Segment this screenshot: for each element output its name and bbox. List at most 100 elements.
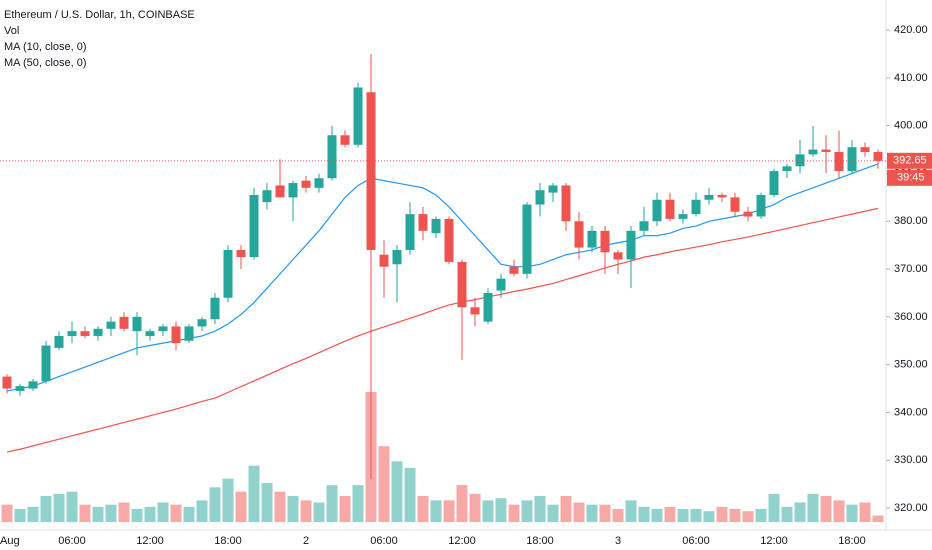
volume-bar xyxy=(157,502,169,522)
countdown-label: 39:45 xyxy=(897,172,925,184)
volume-bar xyxy=(170,504,182,522)
volume-bar xyxy=(456,485,468,522)
last-price-box xyxy=(887,152,932,169)
volume-bar xyxy=(807,493,819,522)
x-tick-label: 18:00 xyxy=(526,535,554,547)
volume-bar xyxy=(417,496,429,522)
volume-bar xyxy=(625,500,637,522)
volume-bar xyxy=(248,465,260,522)
candle-body xyxy=(860,147,870,152)
candle-body xyxy=(418,214,428,231)
candle-body xyxy=(834,151,844,172)
volume-bar xyxy=(92,506,104,522)
volume-bar xyxy=(573,502,585,522)
x-tick-label: 06:00 xyxy=(682,535,710,547)
volume-bar xyxy=(703,511,715,522)
countdown-box xyxy=(887,169,932,186)
candle-body xyxy=(184,326,194,341)
x-tick-label: 06:00 xyxy=(58,535,86,547)
candle-body xyxy=(613,252,623,260)
candle-body xyxy=(171,326,181,344)
candle-body xyxy=(41,345,51,382)
y-tick-label: 370.00 xyxy=(894,263,928,275)
candle-body xyxy=(782,166,792,172)
volume-bar xyxy=(794,502,806,522)
volume-bar xyxy=(833,500,845,522)
y-tick-label: 330.00 xyxy=(894,454,928,466)
y-tick-label: 380.00 xyxy=(894,215,928,227)
volume-bar xyxy=(131,509,143,522)
volume-bar xyxy=(261,483,273,522)
volume-bar xyxy=(690,509,702,522)
volume-bar xyxy=(534,496,546,522)
volume-bar xyxy=(53,493,65,522)
volume-bar xyxy=(755,509,767,522)
candle-body xyxy=(132,316,142,332)
volume-bar xyxy=(508,504,520,522)
volume-bar xyxy=(560,496,572,522)
candle-body xyxy=(795,154,805,167)
x-tick-label: 3 xyxy=(615,535,621,547)
volume-bar xyxy=(1,504,13,522)
candle-body xyxy=(678,214,688,219)
candle-body xyxy=(405,214,415,250)
volume-bar xyxy=(235,491,247,522)
candle-body xyxy=(275,185,285,198)
volume-bar xyxy=(326,485,338,522)
volume-bar xyxy=(482,500,494,522)
candle-body xyxy=(457,261,467,308)
legend-volume: Vol xyxy=(4,25,19,37)
candle-body xyxy=(743,211,753,217)
volume-bar xyxy=(547,504,559,522)
candle-body xyxy=(301,180,311,188)
candle-body xyxy=(756,194,766,217)
candle-body xyxy=(249,194,259,258)
y-tick-label: 350.00 xyxy=(894,359,928,371)
volume-bar xyxy=(664,506,676,522)
volume-bar xyxy=(404,467,416,522)
candle-body xyxy=(54,335,64,348)
candle-body xyxy=(639,221,649,231)
candle-body xyxy=(145,331,155,336)
volume-bar xyxy=(222,478,234,522)
volume-bar xyxy=(716,506,728,522)
candle-body xyxy=(873,151,883,161)
candle-body xyxy=(587,230,597,248)
volume-bar xyxy=(729,509,741,522)
candle-body xyxy=(561,185,571,222)
volume-bar xyxy=(144,506,156,522)
volume-bar xyxy=(105,504,117,522)
candle-body xyxy=(366,92,376,250)
volume-bar xyxy=(313,502,325,522)
candle-body xyxy=(327,135,337,179)
x-tick-label: 2 xyxy=(303,535,309,547)
candle-body xyxy=(314,178,324,188)
candle-body xyxy=(444,218,454,262)
candle-body xyxy=(119,316,129,329)
candle-body xyxy=(431,218,441,234)
y-tick-label: 340.00 xyxy=(894,406,928,418)
volume-bar xyxy=(391,461,403,522)
x-tick-label: 06:00 xyxy=(370,535,398,547)
candle-body xyxy=(15,386,25,391)
volume-bar xyxy=(209,487,221,522)
candle-body xyxy=(769,171,779,195)
candle-body xyxy=(665,199,675,219)
volume-bar xyxy=(274,491,286,522)
volume-bar xyxy=(781,506,793,522)
candle-body xyxy=(535,190,545,205)
volume-bar xyxy=(339,496,351,522)
volume-bar xyxy=(638,506,650,522)
candle-body xyxy=(288,183,298,198)
candle-body xyxy=(106,321,116,329)
x-tick-label: Aug xyxy=(0,535,20,547)
candle-body xyxy=(67,331,77,336)
candle-body xyxy=(392,249,402,265)
candle-body xyxy=(210,297,220,320)
candle-body xyxy=(223,249,233,298)
candle-body xyxy=(704,194,714,200)
candle-body xyxy=(496,278,506,291)
volume-bar xyxy=(27,506,39,522)
candle-body xyxy=(197,319,207,327)
